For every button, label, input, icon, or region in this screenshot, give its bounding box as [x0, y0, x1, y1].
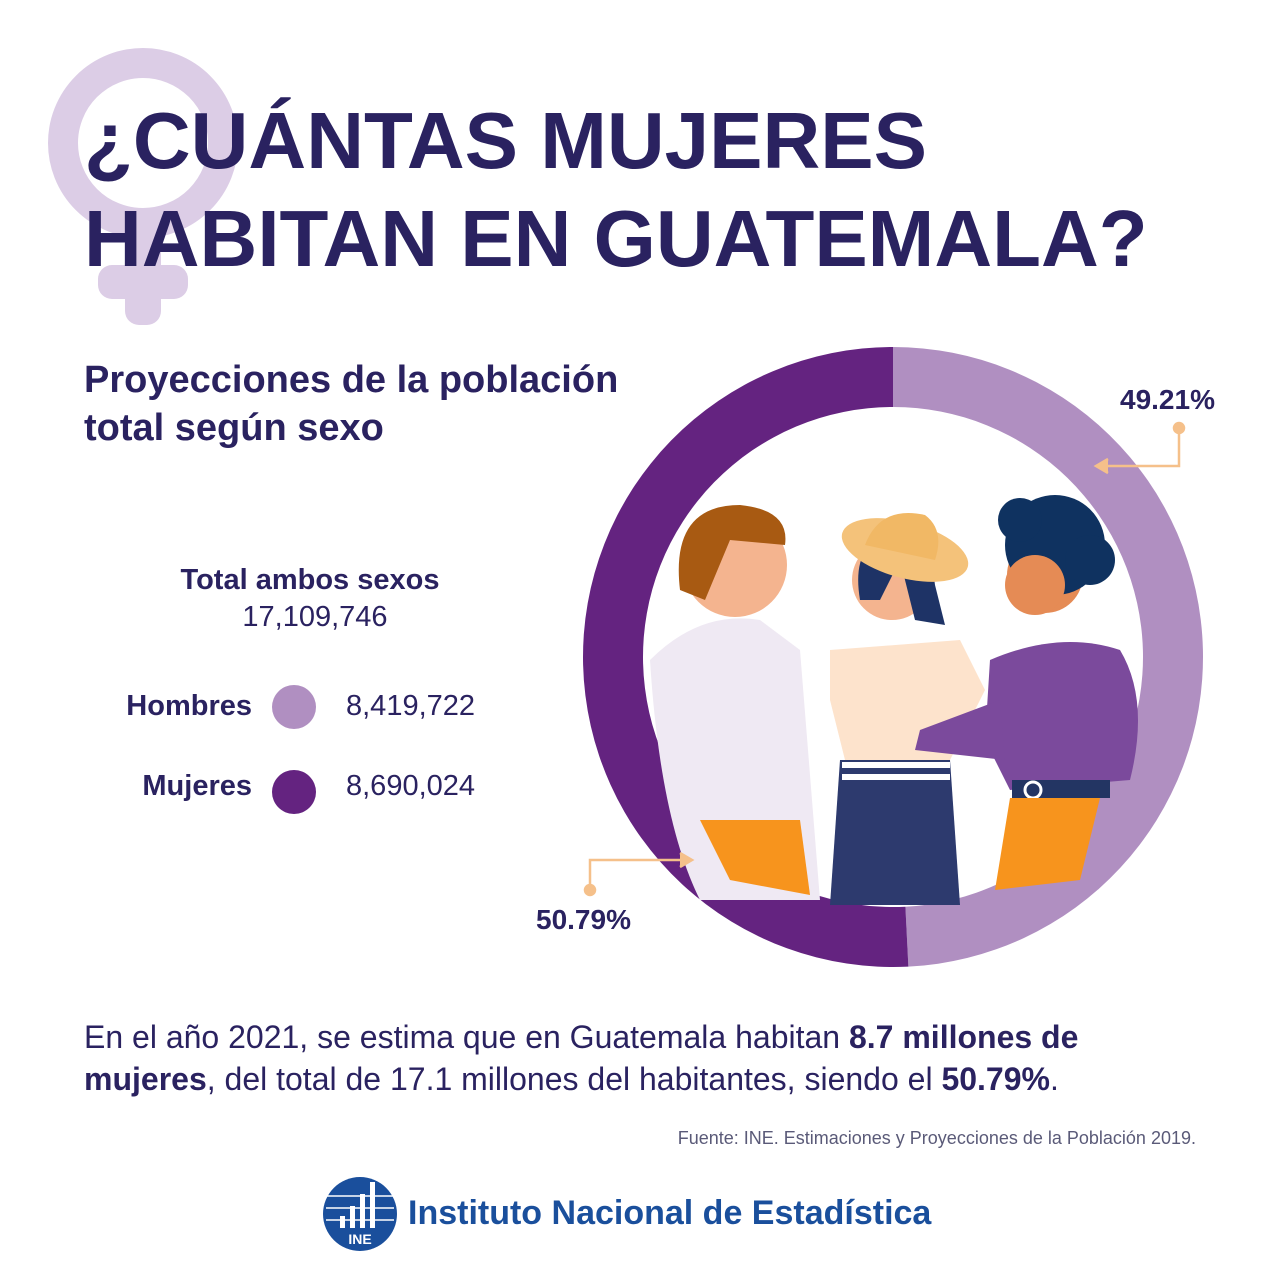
source-note: Fuente: INE. Estimaciones y Proyecciones…: [677, 1128, 1196, 1148]
donut-slice-mujeres: [582, 347, 909, 968]
title-line-1: ¿CUÁNTAS MUJERES: [84, 96, 928, 185]
page-title: ¿CUÁNTAS MUJERES HABITAN EN GUATEMALA?: [84, 92, 1148, 288]
ine-bar-chart-logo-icon: INE: [323, 1177, 397, 1251]
donut-slice-hombres: [893, 347, 1203, 967]
callout-hombres: [1093, 421, 1186, 475]
chart-subtitle: Proyecciones de la población total según…: [84, 356, 618, 452]
data-label-mujeres: 50.79%: [536, 904, 631, 935]
legend-swatch-hombres: [272, 685, 316, 729]
legend-value-hombres: 8,419,722: [346, 690, 476, 722]
subtitle-line-1: Proyecciones de la población: [84, 359, 619, 401]
logo-abbr: INE: [348, 1231, 371, 1247]
data-label-hombres: 49.21%: [1120, 384, 1215, 415]
female-symbol-icon: [48, 48, 238, 325]
legend-value-mujeres: 8,690,024: [346, 770, 476, 802]
legend-label-mujeres: Mujeres: [142, 770, 252, 802]
callout-mujeres: [583, 851, 695, 897]
description-highlight-millions: 8.7 millones de mujeres: [84, 1019, 1079, 1097]
description-text: , del total de 17.1 millones del habitan…: [206, 1061, 942, 1097]
women-illustration: [650, 495, 1138, 905]
description-text: En el año 2021, se estima que en Guatema…: [84, 1019, 849, 1055]
legend-swatch-mujeres: [272, 770, 316, 814]
subtitle-line-2: total según sexo: [84, 407, 384, 449]
logo-name: Instituto Nacional de Estadística: [408, 1194, 932, 1232]
title-line-2: HABITAN EN GUATEMALA?: [84, 194, 1148, 283]
description-highlight-percent: 50.79%: [941, 1061, 1050, 1097]
legend-label-hombres: Hombres: [126, 690, 252, 722]
description-text: .: [1049, 1061, 1059, 1097]
description: En el año 2021, se estima que en Guatema…: [84, 1016, 1214, 1100]
total-value: 17,109,746: [242, 601, 388, 633]
total-label: Total ambos sexos: [180, 564, 440, 596]
